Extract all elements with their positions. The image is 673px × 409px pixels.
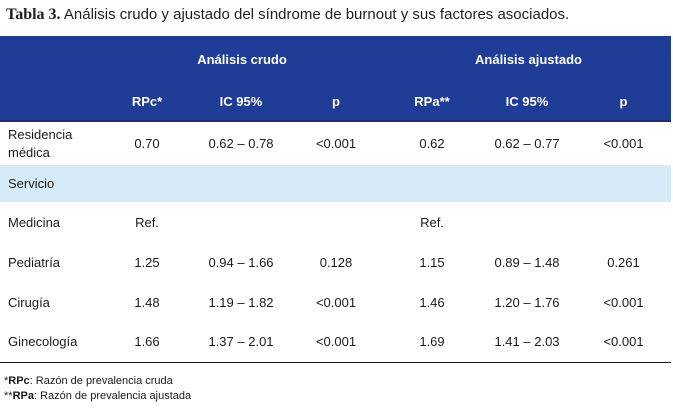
cell-p-crude: <0.001 [315,136,357,151]
cell-p-crude: <0.001 [315,294,357,310]
table-label: Tabla 3. [6,6,61,23]
results-table: Análisis crudo Análisis ajustado RPc* IC… [0,36,671,363]
cell-rpa: 1.46 [419,294,445,310]
footnote-marker: ** [4,390,13,402]
cell-rpc: 1.66 [134,334,160,350]
header-column-row: RPc* IC 95% p RPa** IC 95% p [0,82,671,121]
cell-p-adjusted: <0.001 [603,294,644,310]
cell-ic-crude: 1.19 – 1.82 [208,294,274,310]
footnote-rpa: **RPa: Razón de prevalencia ajustada [4,389,191,404]
cell-p-adjusted [576,165,671,202]
cell-p-adjusted: <0.001 [603,334,644,350]
header-p-crude: p [332,93,340,109]
table-row: Medicina Ref. Ref. [0,202,671,242]
cell-ic-adjusted: 1.20 – 1.76 [494,294,560,310]
cell-rpc [98,165,196,202]
table-row: Cirugía 1.48 1.19 – 1.82 <0.001 1.46 1.2… [0,282,671,322]
section-label: Servicio [8,176,55,191]
table-title: Tabla 3. Análisis crudo y ajustado del s… [6,4,569,26]
row-label: Pediatría [8,254,61,270]
header-group-row: Análisis crudo Análisis ajustado [0,36,671,82]
cell-rpc: 1.48 [134,294,160,310]
cell-rpa: 1.69 [419,334,445,350]
table-row: Residencia médica 0.70 0.62 – 0.78 <0.00… [0,121,671,165]
footnote-text: : Razón de prevalencia cruda [29,375,173,387]
cell-p-crude [286,165,386,202]
cell-rpa: Ref. [420,214,444,230]
cell-rpc: 1.25 [134,254,160,270]
table-row: Pediatría 1.25 0.94 – 1.66 0.128 1.15 0.… [0,242,671,282]
header-rpc: RPc* [131,93,163,109]
cell-rpa: 1.15 [419,254,445,270]
row-label: Cirugía [8,294,50,310]
row-label: Residencia médica [8,126,73,160]
cell-p-crude: <0.001 [315,334,357,350]
header-rpa: RPa** [414,93,450,109]
cell-p-adjusted: 0.261 [607,254,640,270]
cell-ic-adjusted: 0.89 – 1.48 [494,254,560,270]
cell-rpa [386,165,478,202]
cell-p-adjusted: <0.001 [603,136,644,151]
table-caption: Análisis crudo y ajustado del síndrome d… [63,6,570,23]
cell-rpa: 0.62 [419,136,445,151]
header-blank [0,36,98,82]
footnote-abbr: RPc [8,375,30,387]
cell-ic-crude [196,202,286,242]
cell-ic-adjusted [478,165,576,202]
row-label: Medicina [8,214,61,230]
header-blank-sub [0,82,98,121]
row-label: Ginecología [8,334,78,350]
cell-p-adjusted [576,202,671,242]
table-footnotes: *RPc: Razón de prevalencia cruda **RPa: … [4,374,191,404]
header-group-crude: Análisis crudo [197,51,287,67]
footnote-text: : Razón de prevalencia ajustada [33,390,192,402]
cell-p-crude [286,202,386,242]
cell-ic-crude: 1.37 – 2.01 [208,334,274,350]
cell-ic-crude [196,165,286,202]
cell-p-crude: 0.128 [319,254,353,270]
cell-rpc: Ref. [135,214,159,230]
cell-ic-crude: 0.94 – 1.66 [208,254,274,270]
table-row: Ginecología 1.66 1.37 – 2.01 <0.001 1.69… [0,322,671,362]
cell-ic-adjusted [478,202,576,242]
section-row: Servicio [0,165,671,202]
header-group-adjusted: Análisis ajustado [475,51,582,67]
footnote-marker: * [4,375,9,387]
cell-rpc: 0.70 [134,136,160,151]
header-p-adjusted: p [619,93,628,109]
header-ic-adjusted: IC 95% [505,93,549,109]
cell-ic-adjusted: 1.41 – 2.03 [494,334,560,350]
footnote-rpc: *RPc: Razón de prevalencia cruda [4,374,191,389]
header-ic-crude: IC 95% [219,93,263,109]
footnote-abbr: RPa [12,390,34,402]
cell-ic-adjusted: 0.62 – 0.77 [494,136,560,151]
cell-ic-crude: 0.62 – 0.78 [208,136,274,151]
